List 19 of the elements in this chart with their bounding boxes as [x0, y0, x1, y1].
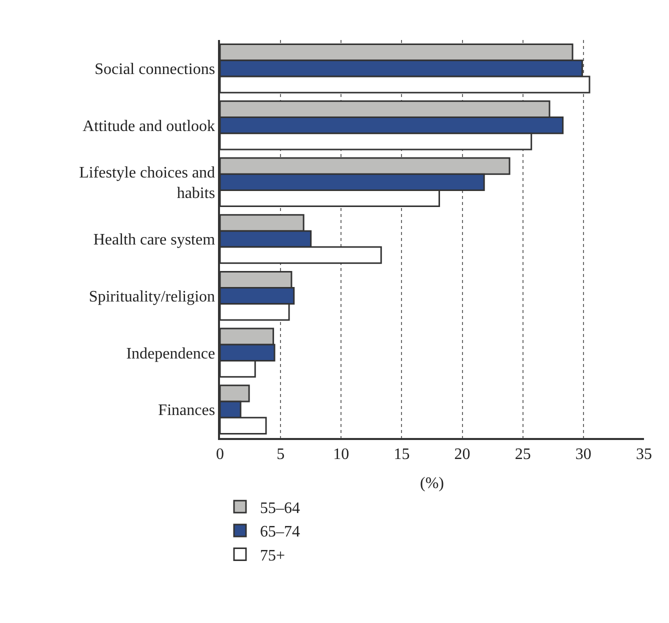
y-tick-label: Lifestyle choices and habits [79, 164, 216, 202]
legend-label: 75+ [260, 547, 286, 564]
x-tick-label: 5 [276, 446, 285, 463]
y-tick-label: Finances [158, 402, 216, 420]
x-tick-label: 0 [216, 446, 224, 463]
y-tick-label: Spirituality/religion [88, 288, 216, 306]
y-tick-label: Social connections [94, 61, 216, 78]
x-tick-label: 15 [394, 446, 410, 463]
x-tick-label: 35 [636, 446, 652, 463]
x-tick-label: 25 [514, 446, 531, 463]
x-tick-label: 30 [575, 446, 592, 463]
y-tick-label: Health care system [93, 232, 216, 249]
x-tick-label: 20 [454, 446, 470, 463]
y-tick-label: Attitude and outlook [82, 118, 216, 135]
y-tick-label: Independence [126, 345, 216, 362]
legend-label: 65–74 [260, 524, 300, 541]
x-axis-title: (%) [420, 475, 444, 492]
legend-label: 55–64 [260, 500, 300, 517]
x-tick-label: 10 [333, 446, 350, 463]
